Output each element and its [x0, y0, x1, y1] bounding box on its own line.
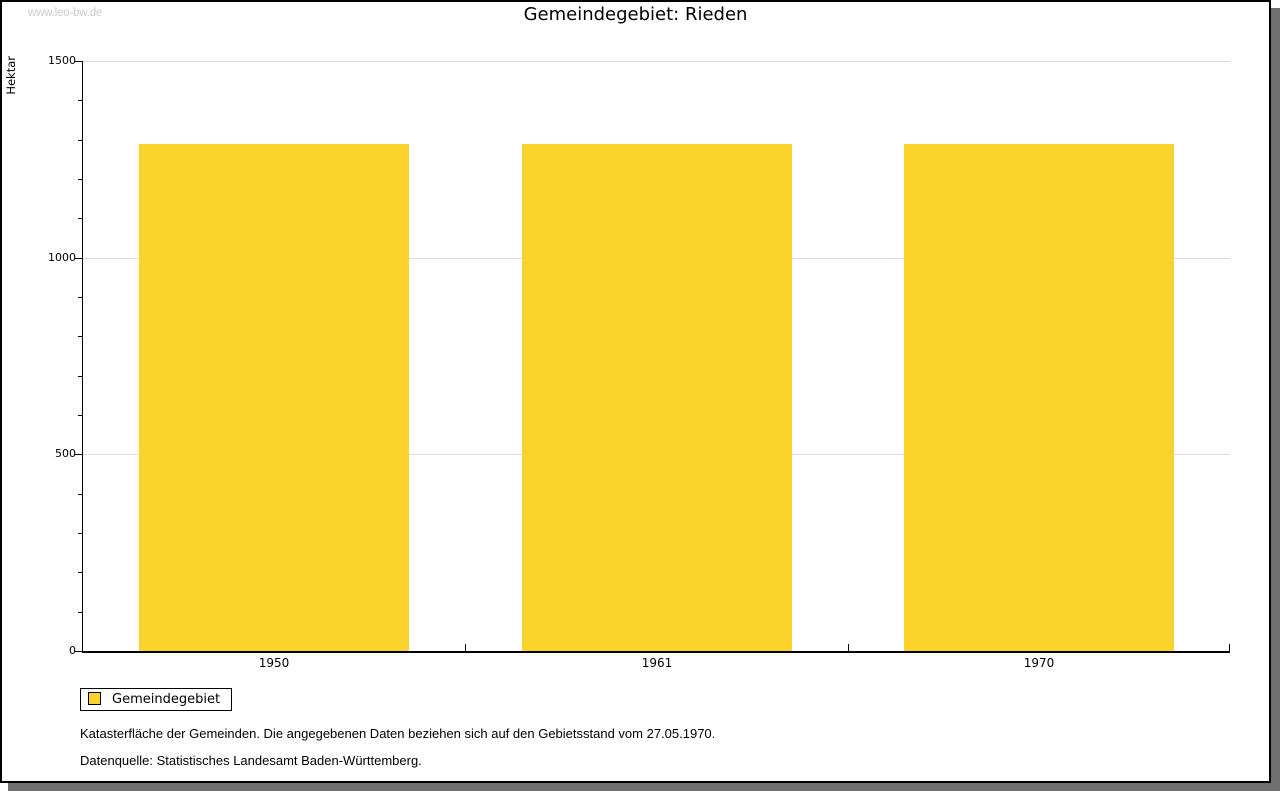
y-tick-minor	[78, 218, 82, 219]
x-tick-label: 1950	[258, 656, 290, 670]
y-tick-major	[75, 61, 82, 62]
y-tick-minor	[78, 415, 82, 416]
y-tick-major	[75, 454, 82, 455]
chart-title: Gemeindegebiet: Rieden	[523, 4, 748, 25]
y-tick-minor	[78, 572, 82, 573]
y-tick-minor	[78, 179, 82, 180]
x-boundary-tick	[465, 644, 466, 651]
x-tick-label: 1961	[641, 656, 673, 670]
plot-area: 0 500 1000 1500 1950 1961 1970	[2, 2, 1269, 781]
bar	[522, 144, 792, 651]
y-gridline	[83, 61, 1230, 62]
y-tick-major	[75, 258, 82, 259]
x-axis-line	[82, 651, 1230, 653]
y-tick-minor	[78, 533, 82, 534]
y-tick-label: 1500	[48, 54, 76, 67]
legend-swatch	[88, 692, 101, 705]
y-tick-minor	[78, 140, 82, 141]
x-boundary-tick	[848, 644, 849, 651]
legend-label: Gemeindegebiet	[112, 692, 221, 707]
y-tick-minor	[78, 100, 82, 101]
page-shadow-bottom	[8, 783, 1271, 791]
y-tick-minor	[78, 297, 82, 298]
footnote-source-note: Katasterfläche der Gemeinden. Die angege…	[80, 726, 716, 741]
y-axis-line	[82, 61, 83, 651]
y-tick-major	[75, 651, 82, 652]
footnote-data-source: Datenquelle: Statistisches Landesamt Bad…	[80, 753, 422, 768]
y-tick-minor	[78, 376, 82, 377]
legend: Gemeindegebiet	[80, 688, 232, 711]
x-tick-label: 1970	[1023, 656, 1055, 670]
y-tick-label: 500	[55, 447, 76, 460]
y-tick-label: 1000	[48, 251, 76, 264]
bar	[139, 144, 409, 651]
bar	[904, 144, 1174, 651]
x-boundary-tick	[1229, 644, 1230, 651]
page-shadow-right	[1271, 8, 1280, 791]
y-tick-minor	[78, 612, 82, 613]
y-tick-label: 0	[69, 644, 76, 657]
watermark: www.leo-bw.de	[28, 7, 103, 19]
y-tick-minor	[78, 336, 82, 337]
y-tick-minor	[78, 494, 82, 495]
